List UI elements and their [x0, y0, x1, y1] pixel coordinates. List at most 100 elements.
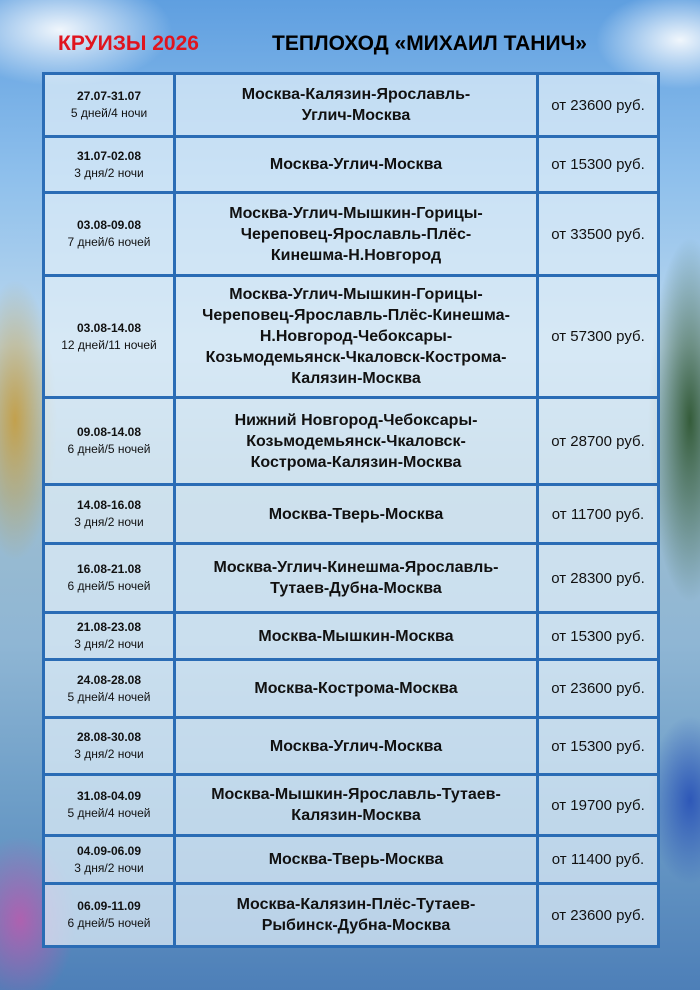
- cruise-duration: 6 дней/5 ночей: [67, 579, 151, 593]
- route-cell: Москва-Углич-Москва: [173, 716, 539, 776]
- route-cell: Москва-Мышкин-Москва: [173, 611, 539, 661]
- cruise-price: от 15300 руб.: [551, 737, 645, 755]
- price-cell: от 15300 руб.: [536, 611, 660, 661]
- cruise-route: Москва-Углич-Москва: [269, 156, 443, 173]
- cruise-duration: 3 дня/2 ночи: [74, 747, 144, 761]
- route-cell: Москва-Углич-Мышкин-Горицы- Череповец-Яр…: [173, 274, 539, 399]
- price-cell: от 23600 руб.: [536, 72, 660, 138]
- price-cell: от 28300 руб.: [536, 542, 660, 614]
- dates-cell: 21.08-23.08 3 дня/2 ночи: [42, 611, 176, 661]
- cruise-price: от 23600 руб.: [551, 96, 645, 114]
- cruise-route: Москва-Углич-Москва: [269, 737, 443, 755]
- route-cell: Москва-Тверь-Москва: [173, 834, 539, 885]
- cruise-route: Москва-Углич-Мышкин-Горицы- Череповец-Яр…: [202, 286, 510, 387]
- cruise-duration: 3 дня/2 ночи: [74, 860, 144, 875]
- cruise-duration: 3 дня/2 ночи: [74, 165, 144, 180]
- route-cell: Москва-Калязин-Плёс-Тутаев- Рыбинск-Дубн…: [173, 882, 539, 948]
- cruise-dates: 27.07-31.07: [76, 89, 142, 103]
- cruise-route: Москва-Углич-Кинешма-Ярославль- Тутаев-Д…: [213, 559, 499, 597]
- route-cell: Москва-Углич-Москва: [173, 135, 539, 194]
- route-cell: Нижний Новгород-Чебоксары- Козьмодемьянс…: [173, 396, 539, 486]
- cruise-route: Москва-Углич-Мышкин-Горицы- Череповец-Яр…: [229, 204, 483, 264]
- cruise-row: 16.08-21.08 6 дней/5 ночей Москва-Углич-…: [42, 542, 660, 614]
- cruise-route: Москва-Тверь-Москва: [268, 851, 444, 868]
- dates-cell: 03.08-09.08 7 дней/6 ночей: [42, 191, 176, 277]
- cruise-dates: 31.08-04.09: [76, 789, 142, 803]
- price-cell: от 15300 руб.: [536, 716, 660, 776]
- cruise-duration: 5 дней/4 ночи: [70, 106, 148, 120]
- cruise-duration: 7 дней/6 ночей: [67, 235, 151, 249]
- cruise-duration: 12 дней/11 ночей: [61, 337, 157, 352]
- cruise-duration: 6 дней/5 ночей: [67, 916, 151, 930]
- cruise-row: 09.08-14.08 6 дней/5 ночей Нижний Новгор…: [42, 396, 660, 486]
- dates-cell: 14.08-16.08 3 дня/2 ночи: [42, 483, 176, 545]
- price-cell: от 15300 руб.: [536, 135, 660, 194]
- dates-cell: 04.09-06.09 3 дня/2 ночи: [42, 834, 176, 885]
- cruise-dates: 21.08-23.08: [76, 620, 142, 634]
- cruise-price: от 57300 руб.: [551, 328, 645, 345]
- cruise-route: Москва-Мышкин-Москва: [258, 627, 454, 645]
- cruise-dates: 28.08-30.08: [76, 730, 142, 744]
- cruise-dates: 03.08-09.08: [76, 218, 142, 232]
- cruise-price: от 15300 руб.: [551, 156, 645, 173]
- cruise-dates: 09.08-14.08: [76, 425, 142, 439]
- cruise-row: 04.09-06.09 3 дня/2 ночи Москва-Тверь-Мо…: [42, 834, 660, 885]
- ship-name-title: ТЕПЛОХОД «МИХАИЛ ТАНИЧ»: [272, 32, 587, 55]
- dates-cell: 27.07-31.07 5 дней/4 ночи: [42, 72, 176, 138]
- dates-cell: 06.09-11.09 6 дней/5 ночей: [42, 882, 176, 948]
- price-cell: от 11700 руб.: [536, 483, 660, 545]
- cruise-route: Москва-Калязин-Плёс-Тутаев- Рыбинск-Дубн…: [236, 896, 476, 934]
- dates-cell: 16.08-21.08 6 дней/5 ночей: [42, 542, 176, 614]
- cruise-row: 03.08-14.08 12 дней/11 ночей Москва-Угли…: [42, 274, 660, 399]
- cruise-row: 21.08-23.08 3 дня/2 ночи Москва-Мышкин-М…: [42, 611, 660, 661]
- price-cell: от 23600 руб.: [536, 882, 660, 948]
- cruise-row: 03.08-09.08 7 дней/6 ночей Москва-Углич-…: [42, 191, 660, 277]
- cruise-route: Москва-Кострома-Москва: [254, 680, 458, 697]
- route-cell: Москва-Тверь-Москва: [173, 483, 539, 545]
- cruise-price: от 19700 руб.: [551, 796, 645, 814]
- cruise-schedule-table: 27.07-31.07 5 дней/4 ночи Москва-Калязин…: [42, 72, 660, 948]
- cruise-dates: 03.08-14.08: [76, 320, 142, 335]
- cruise-row: 06.09-11.09 6 дней/5 ночей Москва-Калязи…: [42, 882, 660, 948]
- cruise-price: от 23600 руб.: [551, 906, 645, 924]
- cruise-row: 31.07-02.08 3 дня/2 ночи Москва-Углич-Мо…: [42, 135, 660, 194]
- cruise-price: от 28700 руб.: [551, 432, 645, 450]
- price-cell: от 19700 руб.: [536, 773, 660, 837]
- cruise-dates: 24.08-28.08: [76, 672, 142, 687]
- cruise-price: от 11400 руб.: [551, 851, 645, 868]
- cruise-route: Москва-Калязин-Ярославль- Углич-Москва: [241, 86, 471, 124]
- cruise-duration: 6 дней/5 ночей: [67, 442, 151, 456]
- cruise-row: 24.08-28.08 5 дней/4 ночей Москва-Костро…: [42, 658, 660, 719]
- cruise-price: от 15300 руб.: [551, 627, 645, 645]
- price-cell: от 57300 руб.: [536, 274, 660, 399]
- cruise-row: 14.08-16.08 3 дня/2 ночи Москва-Тверь-Мо…: [42, 483, 660, 545]
- cruise-duration: 3 дня/2 ночи: [74, 515, 144, 529]
- cruise-dates: 14.08-16.08: [76, 498, 142, 512]
- cruise-price: от 11700 руб.: [551, 505, 645, 523]
- price-cell: от 28700 руб.: [536, 396, 660, 486]
- dates-cell: 28.08-30.08 3 дня/2 ночи: [42, 716, 176, 776]
- cruise-route: Нижний Новгород-Чебоксары- Козьмодемьянс…: [234, 411, 478, 471]
- cruise-dates: 31.07-02.08: [76, 148, 142, 163]
- route-cell: Москва-Углич-Кинешма-Ярославль- Тутаев-Д…: [173, 542, 539, 614]
- cruise-route: Москва-Мышкин-Ярославль-Тутаев- Калязин-…: [211, 786, 501, 824]
- cruise-dates: 04.09-06.09: [76, 843, 142, 858]
- route-cell: Москва-Углич-Мышкин-Горицы- Череповец-Яр…: [173, 191, 539, 277]
- cruise-row: 27.07-31.07 5 дней/4 ночи Москва-Калязин…: [42, 72, 660, 138]
- dates-cell: 31.08-04.09 5 дней/4 ночей: [42, 773, 176, 837]
- cruise-dates: 06.09-11.09: [77, 899, 141, 913]
- cruise-dates: 16.08-21.08: [76, 562, 142, 576]
- cruise-price: от 23600 руб.: [551, 680, 645, 697]
- price-cell: от 33500 руб.: [536, 191, 660, 277]
- cruise-row: 28.08-30.08 3 дня/2 ночи Москва-Углич-Мо…: [42, 716, 660, 776]
- price-cell: от 11400 руб.: [536, 834, 660, 885]
- price-cell: от 23600 руб.: [536, 658, 660, 719]
- cruise-duration: 5 дней/4 ночей: [67, 689, 151, 704]
- route-cell: Москва-Мышкин-Ярославль-Тутаев- Калязин-…: [173, 773, 539, 837]
- dates-cell: 31.07-02.08 3 дня/2 ночи: [42, 135, 176, 194]
- cruise-price: от 28300 руб.: [551, 569, 645, 587]
- dates-cell: 03.08-14.08 12 дней/11 ночей: [42, 274, 176, 399]
- cruise-price: от 33500 руб.: [551, 225, 645, 243]
- route-cell: Москва-Кострома-Москва: [173, 658, 539, 719]
- cruises-year-title: КРУИЗЫ 2026: [58, 32, 199, 55]
